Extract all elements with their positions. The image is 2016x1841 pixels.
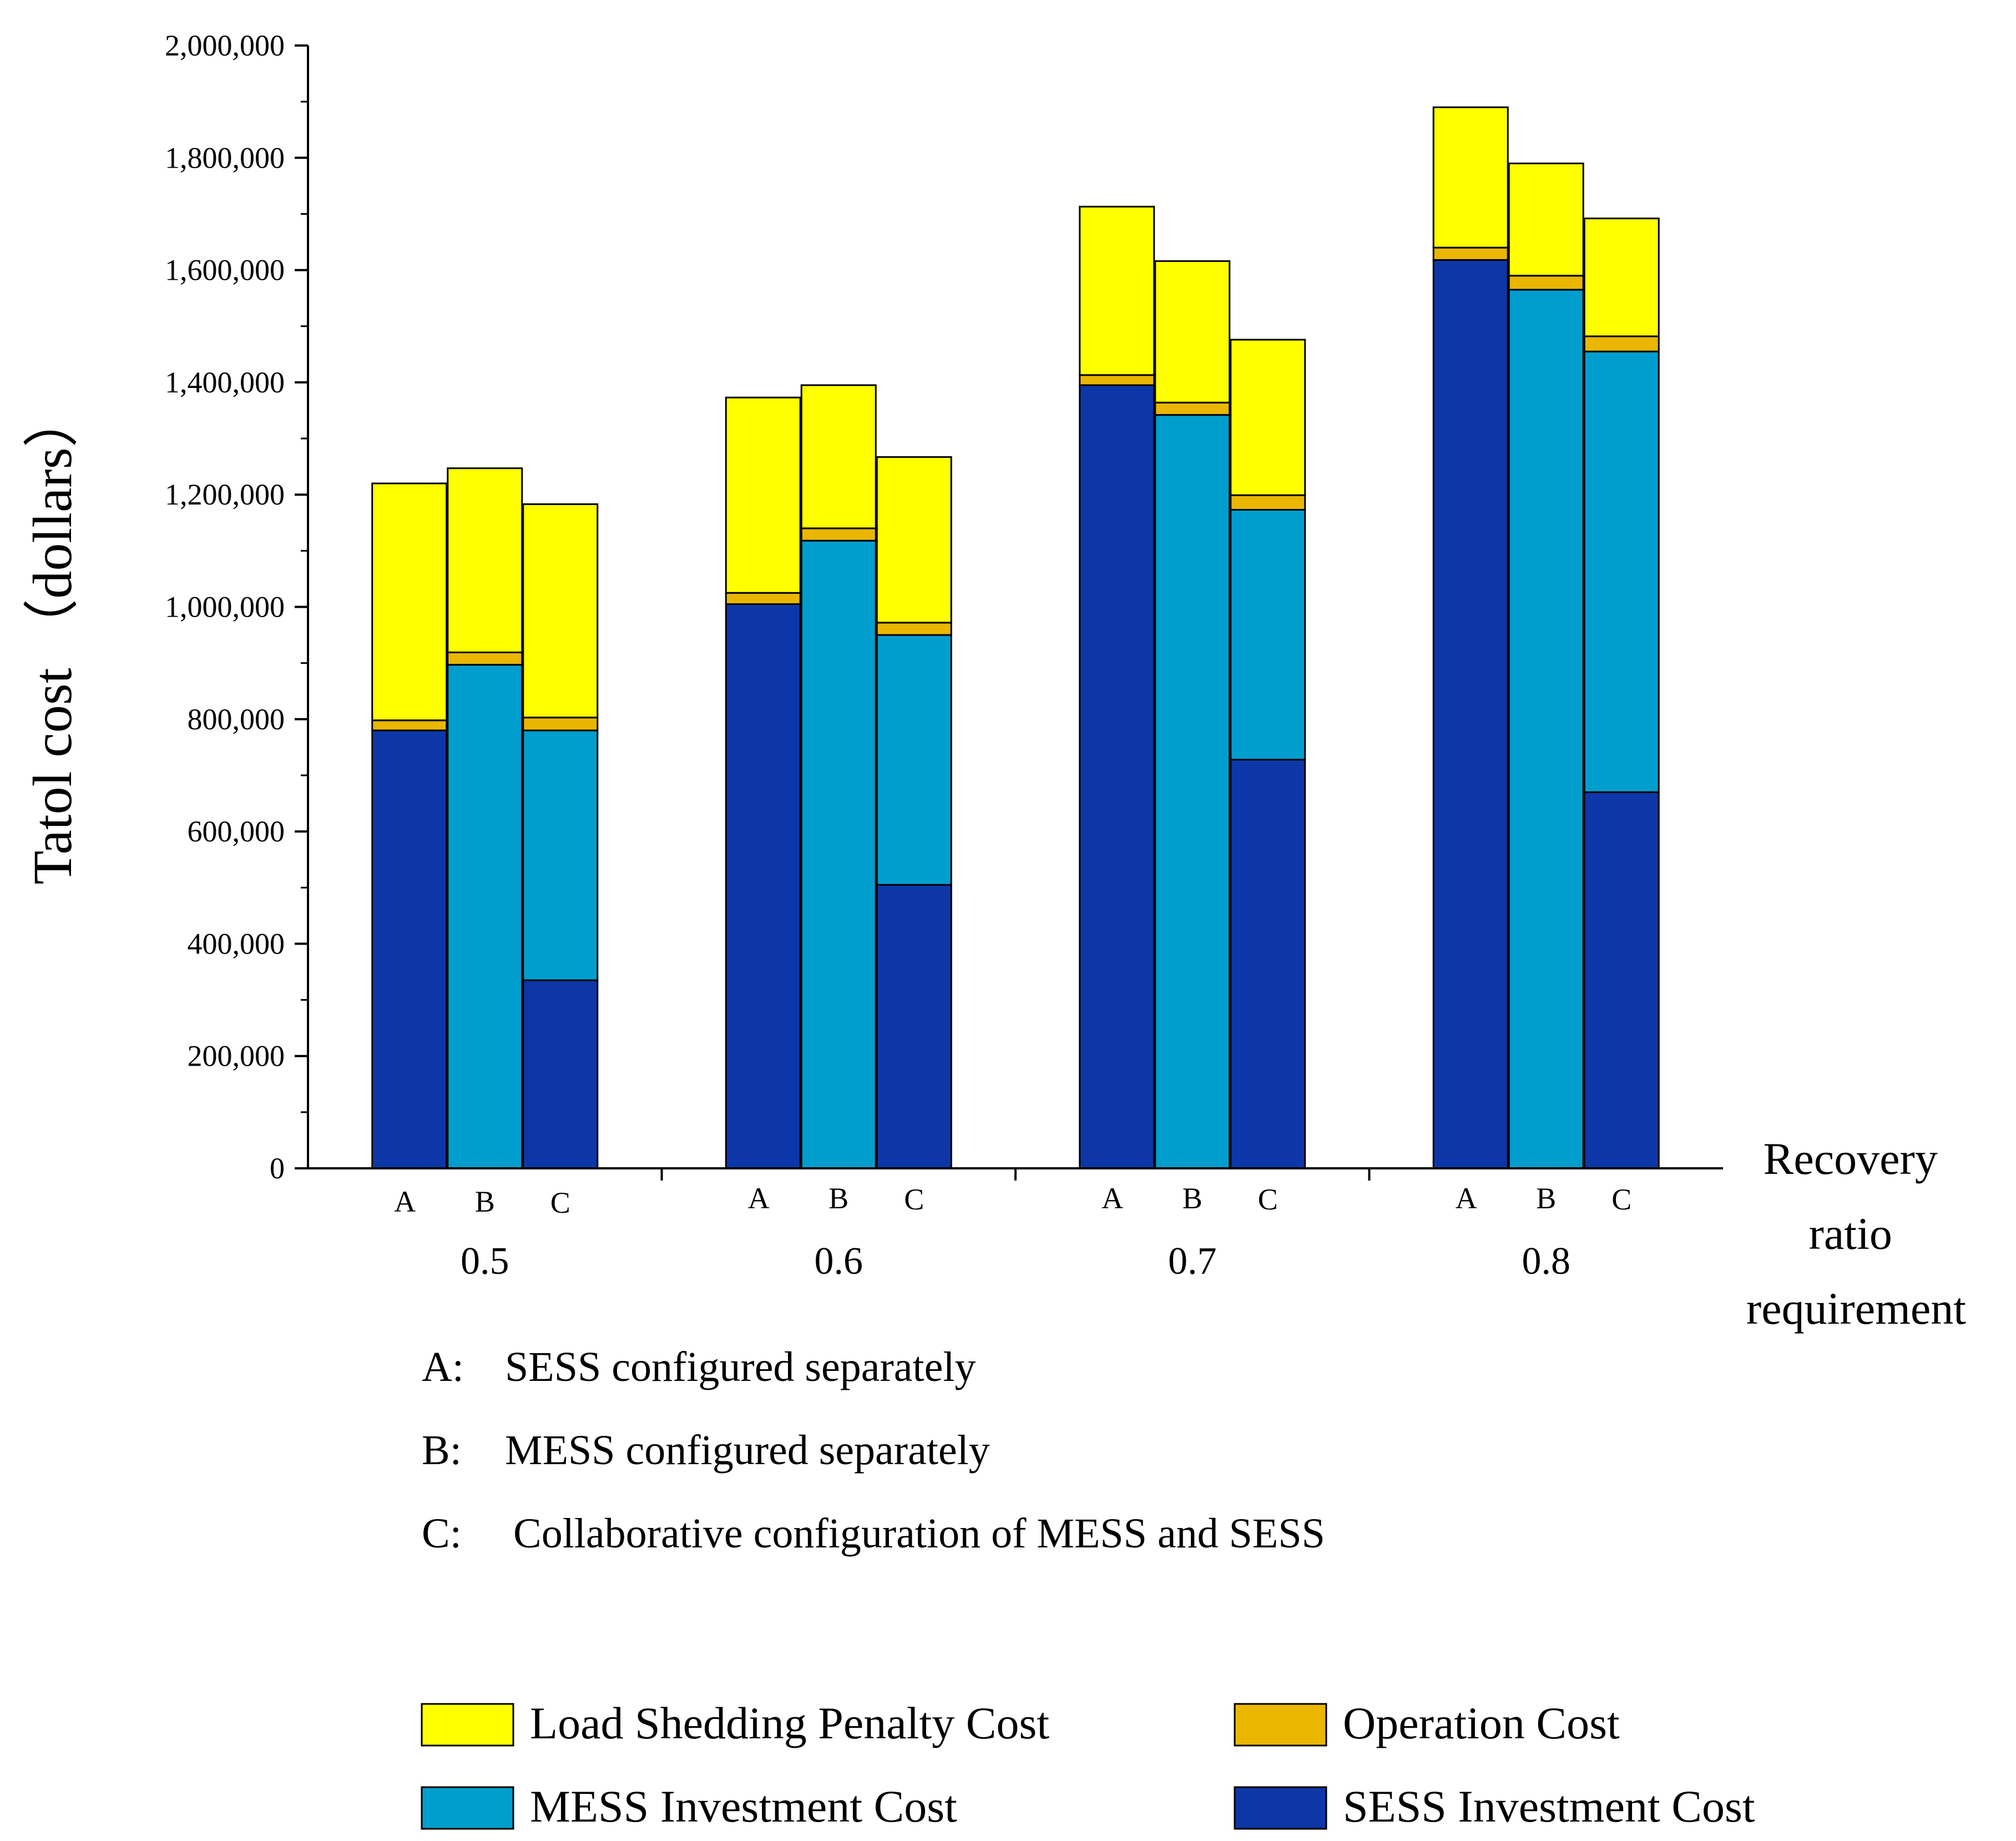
bar-segment xyxy=(447,467,523,653)
y-tick-label: 1,200,000 xyxy=(165,478,285,511)
y-tick-label: 1,600,000 xyxy=(165,254,285,287)
y-tick-label: 0 xyxy=(270,1152,285,1185)
bar-segment xyxy=(447,664,523,1169)
subcategory-label: A xyxy=(1456,1182,1477,1215)
subcategory-label: B xyxy=(1536,1182,1556,1215)
bar-segment xyxy=(447,651,523,666)
y-tick-label: 1,000,000 xyxy=(165,591,285,624)
group-labels: 0.5 0.6 0.7 0.8 xyxy=(461,1240,1570,1283)
scenario-text: Collaborative configuration of MESS and … xyxy=(513,1510,1325,1557)
subcategory-label: C xyxy=(1611,1183,1631,1216)
legend-swatch xyxy=(1234,1703,1327,1747)
y-tick-label: 1,400,000 xyxy=(165,366,285,399)
bar-segment xyxy=(876,634,952,886)
bar-segment xyxy=(1432,259,1509,1169)
scenario-key: A: xyxy=(422,1344,464,1390)
bar-segment xyxy=(1154,401,1231,416)
scenario-key: C: xyxy=(422,1510,462,1557)
group-label: 0.7 xyxy=(1168,1240,1217,1283)
bar-segment xyxy=(800,539,877,1169)
subcategory-label: A xyxy=(394,1185,416,1218)
y-tick-label: 200,000 xyxy=(188,1040,285,1073)
group-label: 0.5 xyxy=(461,1240,509,1283)
legend-label: SESS Investment Cost xyxy=(1343,1781,1755,1832)
y-tick-label: 600,000 xyxy=(188,815,285,848)
bar-segment xyxy=(1583,335,1660,352)
subcategory-label: C xyxy=(904,1183,924,1216)
legend-swatch xyxy=(1234,1786,1327,1830)
bar-segment xyxy=(876,884,952,1169)
group-label: 0.8 xyxy=(1522,1240,1571,1283)
legend: Load Shedding Penalty Cost Operation Cost… xyxy=(421,1698,1755,1832)
bar-segment xyxy=(1079,374,1155,386)
bar-segment xyxy=(725,603,801,1169)
bar-segment xyxy=(800,527,877,542)
scenario-text: MESS configured separately xyxy=(505,1427,990,1474)
bar-segment xyxy=(1432,106,1509,249)
subcategory-label: A xyxy=(748,1182,770,1215)
bar-segment xyxy=(1230,494,1306,511)
scenario-key: B: xyxy=(422,1427,462,1474)
bar-segment xyxy=(371,482,448,722)
y-tick-label: 1,800,000 xyxy=(165,141,285,174)
bar-segment xyxy=(1079,384,1155,1169)
x-axis-title-line-1: Recovery xyxy=(1764,1133,1938,1184)
bar-segment xyxy=(800,384,877,529)
bar-segment xyxy=(1508,162,1584,277)
bar-segment xyxy=(876,456,952,624)
bar-segment xyxy=(522,729,599,981)
bar-segment xyxy=(1508,275,1584,291)
bar-segment xyxy=(725,592,801,605)
bar-segment xyxy=(1079,205,1155,376)
subcategory-label: B xyxy=(828,1182,848,1215)
scenario-descriptions: A: SESS configured separately B: MESS confi… xyxy=(422,1344,1325,1557)
y-axis-title: Tatol cost （dollars） xyxy=(22,392,83,884)
bar-segment xyxy=(1154,260,1231,403)
bar-segment xyxy=(1508,289,1584,1169)
legend-swatch xyxy=(421,1703,514,1747)
bar-segment xyxy=(876,622,952,636)
subcategory-label: B xyxy=(1183,1182,1202,1215)
subcategory-label: C xyxy=(1258,1183,1278,1216)
legend-label: MESS Investment Cost xyxy=(530,1781,957,1832)
bar-segment xyxy=(371,719,448,732)
legend-swatch xyxy=(421,1786,514,1830)
x-axis-title-line-3: requirement xyxy=(1746,1283,1966,1334)
bar-segment xyxy=(371,729,448,1169)
y-axis-ticks: 0 200,000 400,000 600,000 800,000 1,000,000 1,… xyxy=(165,29,308,1185)
subcategory-label: B xyxy=(475,1185,495,1218)
x-axis-ticks xyxy=(660,1168,1371,1181)
bar-segment xyxy=(1583,350,1660,793)
y-tick-label: 2,000,000 xyxy=(165,29,285,62)
x-axis-title: Recovery ratio requirement xyxy=(1746,1133,1966,1334)
bar-segment xyxy=(1230,759,1306,1169)
bar-segment xyxy=(522,503,599,719)
x-axis-title-line-2: ratio xyxy=(1809,1208,1892,1259)
y-tick-label: 400,000 xyxy=(188,927,285,960)
subcategory-label: C xyxy=(550,1186,570,1219)
y-tick-label: 800,000 xyxy=(188,703,285,736)
bar-segment xyxy=(522,717,599,732)
bar-segment xyxy=(522,979,599,1169)
bar-segment xyxy=(1154,414,1231,1169)
bar-segment xyxy=(725,396,801,594)
bar-segment xyxy=(1583,791,1660,1169)
bar-segment xyxy=(1230,339,1306,496)
scenario-text: SESS configured separately xyxy=(505,1344,976,1390)
bar-segment xyxy=(1230,509,1306,761)
legend-label: Load Shedding Penalty Cost xyxy=(530,1698,1049,1748)
bar-segment xyxy=(1432,246,1509,261)
bar-segment xyxy=(1583,218,1660,337)
legend-label: Operation Cost xyxy=(1343,1698,1620,1748)
group-label: 0.6 xyxy=(815,1240,863,1283)
bar-stacks xyxy=(371,106,1660,1169)
subcategory-label: A xyxy=(1102,1182,1123,1215)
